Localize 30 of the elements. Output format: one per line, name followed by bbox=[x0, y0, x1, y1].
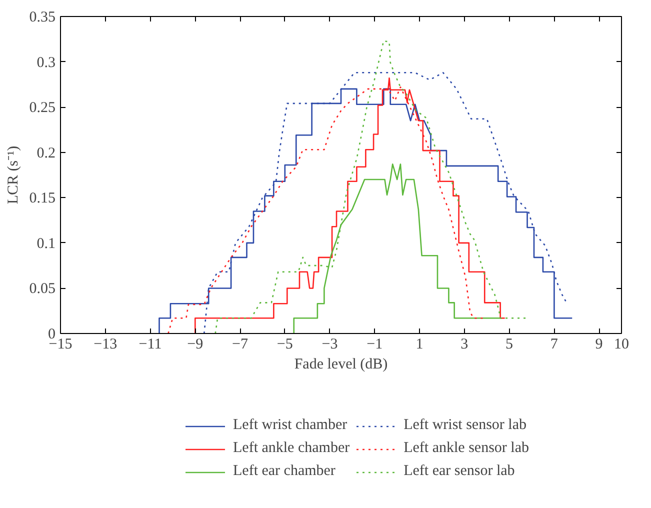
legend-label: Left ankle sensor lab bbox=[404, 440, 529, 457]
y-axis-title: LCR (s⁻¹) bbox=[5, 146, 22, 204]
y-tick-label: 0.2 bbox=[36, 145, 56, 162]
x-tick-label: −5 bbox=[276, 336, 293, 352]
legend-label: Left ear chamber bbox=[233, 463, 336, 480]
y-tick-label: 0.35 bbox=[29, 10, 56, 26]
x-tick-label: −11 bbox=[138, 336, 162, 352]
x-tick-label: 7 bbox=[550, 336, 558, 352]
x-axis-title: Fade level (dB) bbox=[294, 356, 388, 372]
y-tick-label: 0.3 bbox=[36, 54, 56, 71]
x-tick-label: −13 bbox=[94, 336, 118, 352]
line-series bbox=[214, 40, 528, 334]
x-tick-label: −1 bbox=[366, 336, 383, 352]
x-tick-label: 10 bbox=[614, 336, 629, 352]
y-tick-label: 0 bbox=[48, 326, 56, 342]
y-tick-label: 0.1 bbox=[36, 236, 56, 252]
y-tick-label: 0.05 bbox=[29, 281, 56, 298]
legend-label: Left wrist sensor lab bbox=[404, 417, 526, 434]
legend-label: Left ankle chamber bbox=[233, 440, 350, 457]
y-tick-label: 0.25 bbox=[29, 100, 56, 116]
x-tick-label: 5 bbox=[506, 336, 514, 352]
x-tick-label: 3 bbox=[460, 336, 468, 352]
x-tick-label: 9 bbox=[595, 336, 603, 352]
x-tick-label: −9 bbox=[187, 336, 204, 352]
x-tick-label: 1 bbox=[416, 336, 424, 352]
x-tick-label: −3 bbox=[322, 336, 338, 352]
y-tick-label: 0.15 bbox=[29, 190, 56, 207]
legend-label: Left ear sensor lab bbox=[404, 463, 515, 480]
legend-label: Left wrist chamber bbox=[233, 417, 348, 434]
x-tick-label: −7 bbox=[232, 336, 248, 352]
